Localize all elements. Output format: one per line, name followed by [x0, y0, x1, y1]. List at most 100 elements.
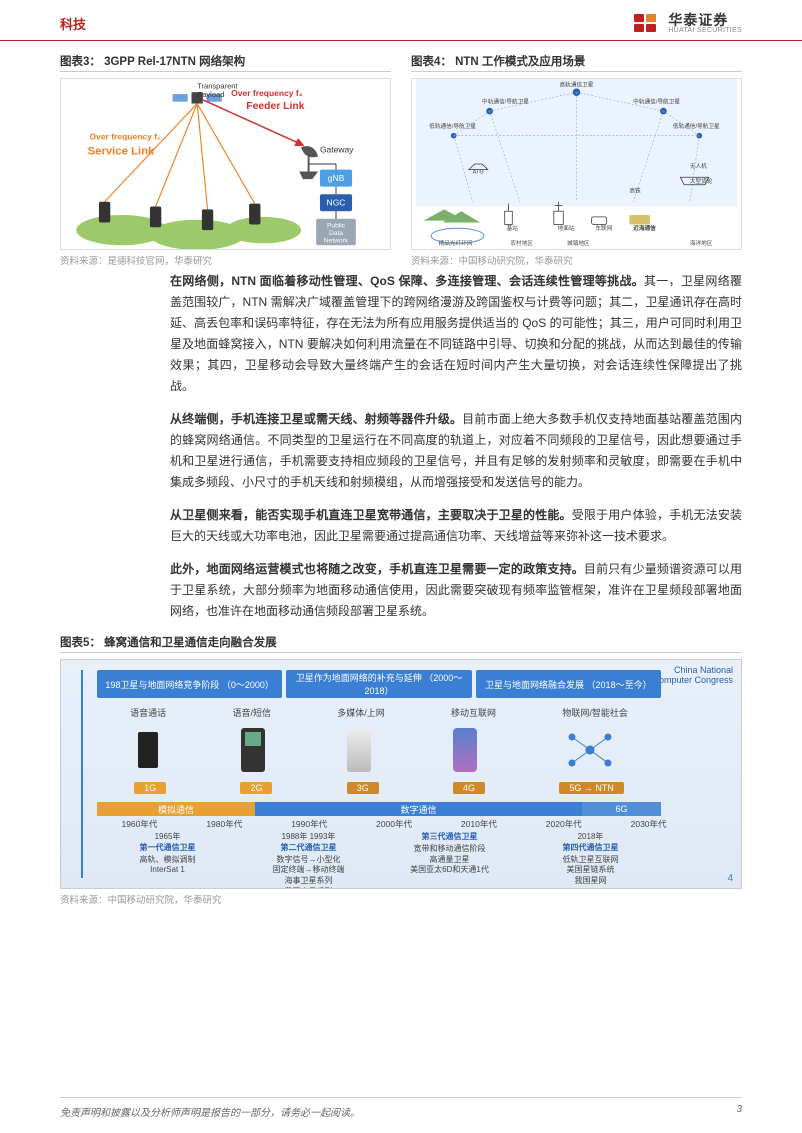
era-2: 卫星与地面网络融合发展 （2018～至今） — [476, 670, 661, 698]
dec-5: 2020年代 — [521, 818, 606, 830]
svg-text:近海通信: 近海通信 — [633, 224, 656, 232]
p3-lead: 从卫星侧来看，能否实现手机直连卫星宽带通信，主要取决于卫星的性能。 — [170, 508, 572, 522]
fig5-satellite-row: 1965年 第一代通信卫星 高轨、模拟调制 InterSat 1 1988年 1… — [97, 832, 661, 889]
dec-6: 2030年代 — [606, 818, 691, 830]
dec-0: 1960年代 — [97, 818, 182, 830]
sat-col-0: 1965年 第一代通信卫星 高轨、模拟调制 InterSat 1 — [97, 832, 238, 889]
svg-text:中轨通信/导航卫星: 中轨通信/导航卫星 — [482, 98, 529, 106]
fig5-decades: 1960年代 1980年代 1990年代 2000年代 2010年代 2020年… — [97, 818, 691, 830]
huatai-logo-icon — [634, 12, 662, 34]
era-1: 卫星作为地面网络的补充与延伸 （2000～2018） — [286, 670, 471, 698]
gen-5g: 5G → NTN — [559, 782, 624, 794]
brand-text: 华泰证券 HUATAI SECURITIES — [668, 13, 742, 34]
over-f2-label: Over frequency f₂ — [231, 88, 303, 98]
band-analog: 模拟通信 — [97, 802, 255, 816]
paragraph-3: 从卫星侧来看，能否实现手机直连卫星宽带通信，主要取决于卫星的性能。受限于用户体验… — [170, 505, 742, 547]
svc-2: 多媒体/上网 — [337, 706, 385, 719]
dec-3: 2000年代 — [352, 818, 437, 830]
gnb-node: gNB — [328, 173, 345, 183]
brand-cn: 华泰证券 — [668, 13, 742, 27]
paragraph-1: 在网络侧，NTN 面临着移动性管理、QoS 保障、多连接管理、会话连续性管理等挑… — [170, 271, 742, 397]
phone-2g-icon — [241, 728, 265, 772]
svg-text:农村地区: 农村地区 — [510, 239, 533, 247]
dec-4: 2010年代 — [436, 818, 521, 830]
gen-2g: 2G — [240, 782, 272, 794]
brand-en: HUATAI SECURITIES — [668, 27, 742, 34]
ngc-node: NGC — [327, 198, 346, 208]
dec-2: 1990年代 — [267, 818, 352, 830]
gateway-label: Gateway — [320, 145, 354, 155]
paragraph-2: 从终端侧，手机连接卫星或需天线、射频等器件升级。目前市面上绝大多数手机仅支持地面… — [170, 409, 742, 493]
phone-3g-icon — [347, 728, 371, 772]
svg-text:Payload: Payload — [197, 90, 224, 99]
ntn-arch-diagram: Over frequency f₁ Service Link Over freq… — [61, 79, 390, 249]
svg-text:海洋地区: 海洋地区 — [690, 239, 713, 247]
fig5-page-badge: 4 — [727, 873, 733, 884]
phone-1g-icon — [138, 732, 158, 768]
svg-text:低轨通信/导航卫星: 低轨通信/导航卫星 — [429, 122, 476, 130]
svc-1: 语音/短信 — [232, 706, 271, 719]
fig5-phone-row — [97, 722, 661, 778]
over-f1-label: Over frequency f₁ — [90, 131, 162, 141]
iot-cluster-icon — [560, 725, 620, 775]
page-footer: 免责声明和披露以及分析师声明是报告的一部分，请务必一起阅读。 3 — [60, 1097, 742, 1119]
service-link-label: Service Link — [88, 146, 155, 158]
page-header: 科技 华泰证券 HUATAI SECURITIES — [0, 0, 802, 41]
svg-text:无人机: 无人机 — [690, 162, 707, 170]
svg-text:车联网: 车联网 — [595, 224, 612, 232]
dec-1: 1980年代 — [182, 818, 267, 830]
svg-text:Network: Network — [324, 237, 349, 244]
p2-lead: 从终端侧，手机连接卫星或需天线、射频等器件升级。 — [170, 412, 462, 426]
footer-disclaimer: 免责声明和披露以及分析师声明是报告的一部分，请务必一起阅读。 — [60, 1104, 360, 1119]
fig5-service-labels: 语音通话 语音/短信 多媒体/上网 移动互联网 物联网/智能社会 — [97, 706, 661, 719]
svg-text:高轨通信卫星: 高轨通信卫星 — [560, 81, 594, 89]
paragraph-4: 此外，地面网络运营模式也将随之改变，手机直连卫星需要一定的政策支持。目前只有少量… — [170, 559, 742, 622]
figure-3-title: 图表3： 3GPP Rel-17NTN 网络架构 — [60, 53, 391, 72]
fig5-band-row: 模拟通信 数字通信 6G — [97, 802, 661, 816]
figure-5: 图表5： 蜂窝通信和卫星通信走向融合发展 China NationalCompu… — [60, 634, 742, 906]
p1-body: 其一，卫星网络覆盖范围较广，NTN 需解决广域覆盖管理下的跨网络漫游及跨国鉴权与… — [170, 274, 742, 393]
era-0: 198卫星与地面网络竞争阶段 （0～2000） — [97, 670, 282, 698]
svc-0: 语音通话 — [130, 706, 166, 719]
fig5-era-row: 198卫星与地面网络竞争阶段 （0～2000） 卫星作为地面网络的补充与延伸 （… — [97, 670, 661, 698]
category-label: 科技 — [60, 14, 86, 33]
svg-text:中轨通信/导航卫星: 中轨通信/导航卫星 — [633, 98, 680, 106]
svg-text:城镇地区: 城镇地区 — [567, 239, 590, 247]
fig5-corner: China NationalComputer Congress — [652, 666, 733, 686]
svg-text:基站: 基站 — [507, 224, 519, 232]
figure-5-canvas: China NationalComputer Congress 198卫星与地面… — [60, 659, 742, 889]
svg-text:大型货轮: 大型货轮 — [690, 177, 713, 185]
figure-4-title: 图表4： NTN 工作模式及应用场景 — [411, 53, 742, 72]
figure-3-canvas: Over frequency f₁ Service Link Over freq… — [60, 78, 391, 250]
svc-4: 物联网/智能社会 — [562, 706, 628, 719]
svg-text:Data: Data — [329, 230, 343, 237]
figure-4-source: 资料来源：中国移动研究院，华泰研究 — [411, 253, 742, 267]
svg-text:高铁: 高铁 — [629, 186, 641, 194]
ntn-scenario-diagram: 高轨通信卫星 中轨通信/导航卫星 中轨通信/导航卫星 低轨通信/导航卫星 低轨通… — [412, 79, 741, 249]
phone-4g-icon — [453, 728, 477, 772]
figure-row-3-4: 图表3： 3GPP Rel-17NTN 网络架构 — [60, 53, 742, 267]
gen-4g: 4G — [453, 782, 485, 794]
gen-3g: 3G — [347, 782, 379, 794]
sat-col-1: 1988年 1993年 第二代通信卫星 数字信号→小型化 固定终端→移动终端 海… — [238, 832, 379, 889]
figure-4: 图表4： NTN 工作模式及应用场景 高轨通信卫星 中轨通信/导航卫星 中轨通信… — [411, 53, 742, 267]
figure-5-title: 图表5： 蜂窝通信和卫星通信走向融合发展 — [60, 634, 742, 653]
p4-lead: 此外，地面网络运营模式也将随之改变，手机直连卫星需要一定的政策支持。 — [170, 562, 584, 576]
pdn-node: Public — [327, 222, 346, 229]
band-digital: 数字通信 — [255, 802, 582, 816]
brand-block: 华泰证券 HUATAI SECURITIES — [634, 12, 742, 34]
feeder-link-label: Feeder Link — [246, 101, 304, 112]
figure-4-canvas: 高轨通信卫星 中轨通信/导航卫星 中轨通信/导航卫星 低轨通信/导航卫星 低轨通… — [411, 78, 742, 250]
footer-page-number: 3 — [736, 1104, 742, 1119]
figure-3-source: 资料来源：是德科技官网，华泰研究 — [60, 253, 391, 267]
p1-lead: 在网络侧，NTN 面临着移动性管理、QoS 保障、多连接管理、会话连续性管理等挑… — [170, 274, 644, 288]
figure-5-source: 资料来源：中国移动研究院，华泰研究 — [60, 892, 742, 906]
svc-3: 移动互联网 — [451, 706, 496, 719]
band-6g: 6G — [582, 802, 661, 816]
figure-3: 图表3： 3GPP Rel-17NTN 网络架构 — [60, 53, 391, 267]
gen-1g: 1G — [134, 782, 166, 794]
svg-text:地面站: 地面站 — [558, 224, 575, 232]
svg-text:低轨通信/导航卫星: 低轨通信/导航卫星 — [673, 122, 720, 130]
svg-text:ATG: ATG — [473, 169, 484, 175]
fig5-gen-row: 1G 2G 3G 4G 5G → NTN — [97, 782, 661, 794]
